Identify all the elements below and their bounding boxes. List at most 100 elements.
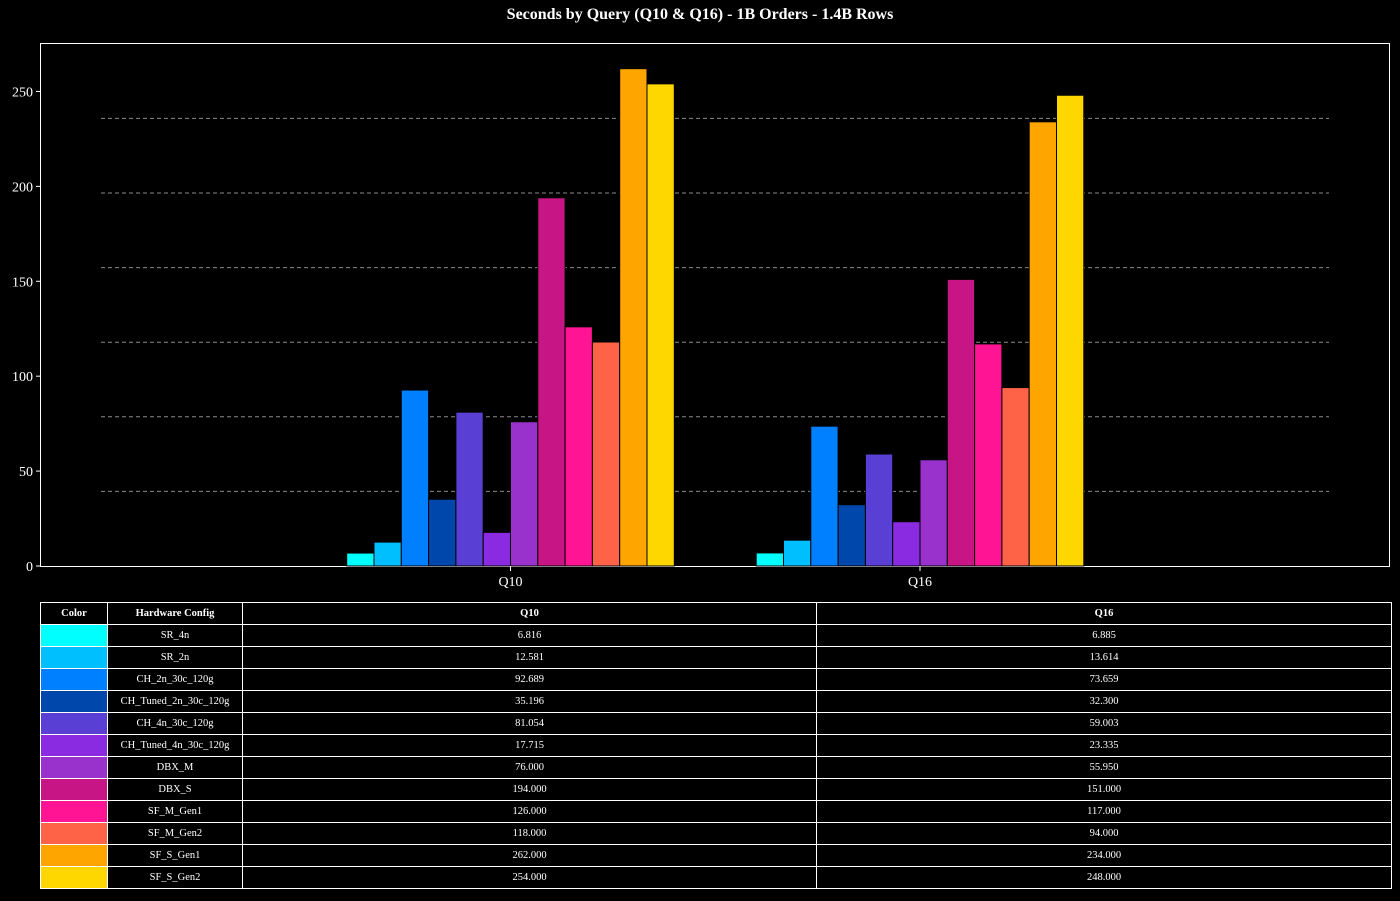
- data-table: Color Hardware Config Q10 Q16 SR_4n 6.816…: [40, 602, 1392, 889]
- table-row: CH_Tuned_4n_30c_120g 17.715 23.335: [40, 734, 1392, 757]
- q16-value-cell: 6.885: [816, 624, 1392, 647]
- q16-value-cell: 94.000: [816, 822, 1392, 845]
- bar-sf-m-gen1-q16: [974, 343, 1003, 567]
- q16-value-cell: 248.000: [816, 866, 1392, 889]
- color-swatch: [40, 668, 108, 691]
- q10-value-cell: 262.000: [242, 844, 817, 867]
- table-row: SR_2n 12.581 13.614: [40, 646, 1392, 669]
- hardware-config-cell: SF_M_Gen2: [107, 822, 243, 845]
- q16-value-cell: 13.614: [816, 646, 1392, 669]
- hardware-config-cell: SR_4n: [107, 624, 243, 647]
- q16-value-cell: 117.000: [816, 800, 1392, 823]
- bar-dbx-s-q10: [537, 197, 566, 567]
- hardware-config-cell: CH_4n_30c_120g: [107, 712, 243, 735]
- color-swatch: [40, 690, 108, 713]
- bar-sr-2n-q10: [373, 541, 402, 567]
- bar-sf-m-gen1-q10: [564, 326, 593, 567]
- q16-value-cell: 32.300: [816, 690, 1392, 713]
- header-color: Color: [40, 602, 108, 625]
- q10-value-cell: 92.689: [242, 668, 817, 691]
- q10-value-cell: 35.196: [242, 690, 817, 713]
- bar-ch-4n-30c-120g-q10: [455, 411, 484, 567]
- bar-sf-m-gen2-q16: [1001, 387, 1030, 567]
- table-row: SF_S_Gen2 254.000 248.000: [40, 866, 1392, 889]
- q10-value-cell: 17.715: [242, 734, 817, 757]
- color-swatch: [40, 646, 108, 669]
- hardware-config-cell: SF_S_Gen2: [107, 866, 243, 889]
- color-swatch: [40, 712, 108, 735]
- bar-sf-s-gen2-q16: [1056, 94, 1085, 567]
- hardware-config-cell: SF_S_Gen1: [107, 844, 243, 867]
- hardware-config-cell: CH_Tuned_2n_30c_120g: [107, 690, 243, 713]
- bar-dbx-m-q10: [510, 421, 539, 567]
- y-tick-label: 100: [12, 370, 33, 385]
- q10-value-cell: 254.000: [242, 866, 817, 889]
- bar-chart: 0 50 100 150 200 250 Q10 Q16: [12, 43, 1390, 590]
- q10-value-cell: 6.816: [242, 624, 817, 647]
- table-row: SF_S_Gen1 262.000 234.000: [40, 844, 1392, 867]
- hardware-config-cell: SF_M_Gen1: [107, 800, 243, 823]
- q16-value-cell: 23.335: [816, 734, 1392, 757]
- y-tick-label: 50: [19, 465, 33, 480]
- q16-value-cell: 73.659: [816, 668, 1392, 691]
- y-tick-label: 200: [12, 180, 33, 195]
- table-row: DBX_M 76.000 55.950: [40, 756, 1392, 779]
- x-tick-label: Q16: [908, 575, 932, 590]
- color-swatch: [40, 844, 108, 867]
- q16-value-cell: 151.000: [816, 778, 1392, 801]
- q16-value-cell: 234.000: [816, 844, 1392, 867]
- bar-sr-2n-q16: [783, 539, 812, 567]
- y-tick-label: 250: [12, 85, 33, 100]
- gridlines: [101, 117, 1329, 492]
- y-tick-label: 150: [12, 275, 33, 290]
- hardware-config-cell: CH_2n_30c_120g: [107, 668, 243, 691]
- q10-value-cell: 76.000: [242, 756, 817, 779]
- bar-ch-tuned-2n-30c-120g-q10: [428, 498, 457, 567]
- table-row: CH_2n_30c_120g 92.689 73.659: [40, 668, 1392, 691]
- header-q16: Q16: [816, 602, 1392, 625]
- color-swatch: [40, 624, 108, 647]
- color-swatch: [40, 822, 108, 845]
- table-row: SR_4n 6.816 6.885: [40, 624, 1392, 647]
- bar-ch-tuned-4n-30c-120g-q16: [892, 521, 921, 567]
- table-row: DBX_S 194.000 151.000: [40, 778, 1392, 801]
- q10-value-cell: 126.000: [242, 800, 817, 823]
- bar-ch-2n-30c-120g-q10: [400, 389, 430, 567]
- table-row: CH_4n_30c_120g 81.054 59.003: [40, 712, 1392, 735]
- hardware-config-cell: DBX_M: [107, 756, 243, 779]
- color-swatch: [40, 778, 108, 801]
- y-tick-label: 0: [26, 560, 33, 575]
- table-row: SF_M_Gen1 126.000 117.000: [40, 800, 1392, 823]
- bar-ch-2n-30c-120g-q16: [810, 425, 839, 567]
- color-swatch: [40, 800, 108, 823]
- bar-dbx-m-q16: [919, 459, 948, 567]
- bar-ch-tuned-4n-30c-120g-q10: [482, 531, 512, 567]
- axes: 0 50 100 150 200 250 Q10 Q16: [12, 85, 932, 590]
- chart-title: Seconds by Query (Q10 & Q16) - 1B Orders…: [506, 6, 894, 23]
- bar-sf-m-gen2-q10: [591, 341, 621, 567]
- color-swatch: [40, 866, 108, 889]
- color-swatch: [40, 756, 108, 779]
- bar-sr-4n-q10: [346, 552, 375, 567]
- q16-value-cell: 55.950: [816, 756, 1392, 779]
- plot-area-frame: [40, 43, 1390, 567]
- header-q10: Q10: [242, 602, 817, 625]
- bar-dbx-s-q16: [946, 278, 976, 567]
- q10-value-cell: 118.000: [242, 822, 817, 845]
- header-hardware-config: Hardware Config: [107, 602, 243, 625]
- hardware-config-cell: CH_Tuned_4n_30c_120g: [107, 734, 243, 757]
- bar-sf-s-gen1-q16: [1028, 121, 1057, 567]
- q10-value-cell: 194.000: [242, 778, 817, 801]
- hardware-config-cell: SR_2n: [107, 646, 243, 669]
- bar-ch-tuned-2n-30c-120g-q16: [837, 504, 866, 567]
- bar-sf-s-gen1-q10: [619, 68, 648, 567]
- q16-value-cell: 59.003: [816, 712, 1392, 735]
- bar-sr-4n-q16: [755, 552, 785, 567]
- table-header-row: Color Hardware Config Q10 Q16: [40, 602, 1392, 625]
- table-row: CH_Tuned_2n_30c_120g 35.196 32.300: [40, 690, 1392, 713]
- bar-ch-4n-30c-120g-q16: [864, 453, 894, 567]
- color-swatch: [40, 734, 108, 757]
- q10-value-cell: 81.054: [242, 712, 817, 735]
- hardware-config-cell: DBX_S: [107, 778, 243, 801]
- table-row: SF_M_Gen2 118.000 94.000: [40, 822, 1392, 845]
